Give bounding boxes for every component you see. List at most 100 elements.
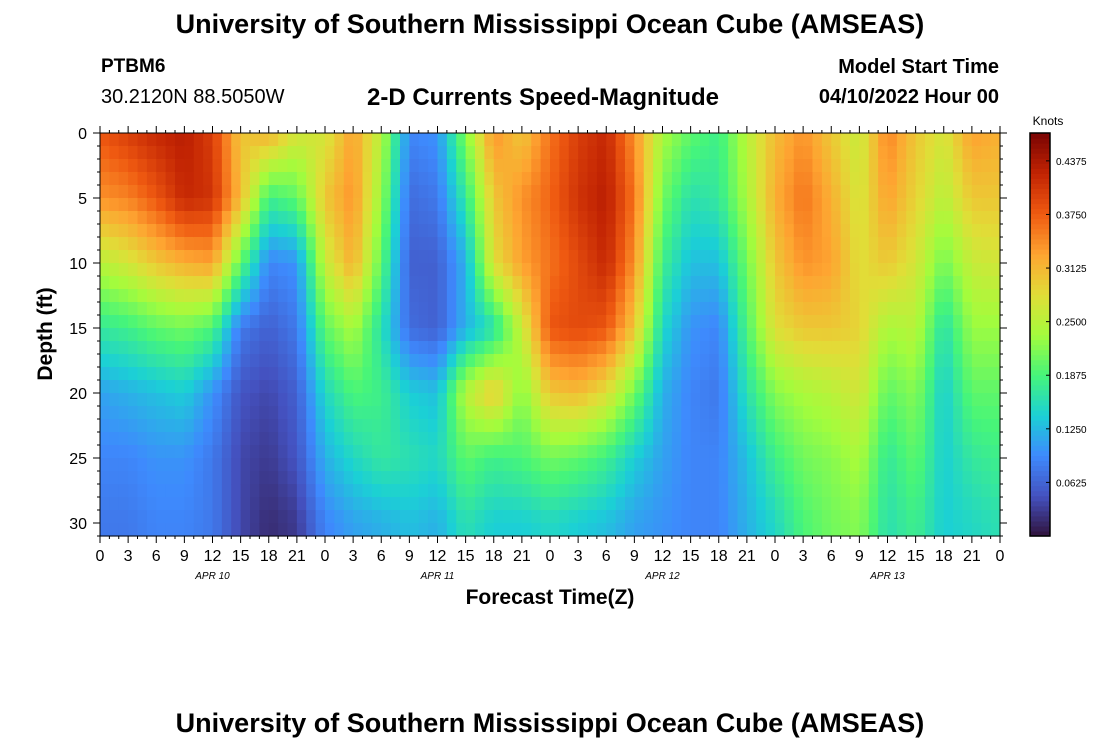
heatmap-cell <box>512 172 523 186</box>
colorbar-segment <box>1030 133 1050 139</box>
heatmap-cell <box>859 393 870 407</box>
colorbar-segment <box>1030 294 1050 300</box>
heatmap-cell <box>512 523 523 537</box>
heatmap-cell <box>512 159 523 173</box>
colorbar-segment <box>1030 274 1050 280</box>
heatmap-cell <box>146 367 157 381</box>
heatmap-cell <box>259 315 270 329</box>
heatmap-cell <box>212 367 223 381</box>
heatmap-cell <box>756 367 767 381</box>
heatmap-cell <box>287 380 298 394</box>
heatmap-cell <box>746 393 757 407</box>
heatmap-cell <box>690 406 701 420</box>
heatmap-cell <box>428 146 439 160</box>
heatmap-cell <box>250 315 260 329</box>
heatmap-cell <box>568 341 579 355</box>
heatmap-cell <box>587 224 598 238</box>
heatmap-cell <box>437 224 448 238</box>
heatmap-cell <box>371 146 382 160</box>
heatmap-cell <box>887 406 898 420</box>
heatmap-cell <box>831 367 842 381</box>
heatmap-cell <box>615 380 626 394</box>
heatmap-cell <box>915 250 926 264</box>
heatmap-cell <box>268 419 279 433</box>
heatmap-cell <box>409 497 420 511</box>
heatmap-cell <box>615 211 626 225</box>
heatmap-cell <box>746 133 757 147</box>
heatmap-cell <box>353 406 364 420</box>
heatmap-cell <box>203 289 214 303</box>
heatmap-cell <box>381 133 392 147</box>
heatmap-cell <box>465 484 476 498</box>
heatmap-cell <box>381 211 392 225</box>
heatmap-cell <box>690 133 701 147</box>
heatmap-cell <box>662 445 673 459</box>
heatmap-cell <box>831 250 842 264</box>
heatmap-cell <box>296 159 307 173</box>
heatmap-cell <box>784 315 795 329</box>
heatmap-cell <box>700 146 710 160</box>
model-start-value: 04/10/2022 Hour 00 <box>818 86 999 108</box>
heatmap-cell <box>100 133 110 147</box>
heatmap-cell <box>390 458 401 472</box>
heatmap-cell <box>400 432 410 446</box>
heatmap-cell <box>446 237 457 251</box>
colorbar-segment <box>1030 435 1050 441</box>
heatmap-cell <box>193 367 204 381</box>
heatmap-cell <box>878 367 889 381</box>
heatmap-cell <box>962 250 973 264</box>
heatmap-cell <box>175 445 185 459</box>
heatmap-cell <box>812 198 823 212</box>
heatmap-cell <box>109 367 120 381</box>
heatmap-cell <box>568 497 579 511</box>
heatmap-cell <box>568 146 579 160</box>
heatmap-cell <box>803 224 814 238</box>
heatmap-cell <box>165 341 176 355</box>
heatmap-cell <box>850 510 860 524</box>
heatmap-cell <box>400 497 410 511</box>
heatmap-cell <box>756 276 767 290</box>
heatmap-cell <box>212 328 223 342</box>
heatmap-cell <box>184 484 195 498</box>
colorbar-segment <box>1030 173 1050 179</box>
heatmap-cell <box>859 250 870 264</box>
colorbar-segment <box>1030 168 1050 174</box>
heatmap-cell <box>193 380 204 394</box>
heatmap-cell <box>371 224 382 238</box>
heatmap-cell <box>859 406 870 420</box>
heatmap-cell <box>475 419 485 433</box>
heatmap-cell <box>775 484 785 498</box>
heatmap-cell <box>475 315 485 329</box>
heatmap-cell <box>812 328 823 342</box>
heatmap-cell <box>943 445 954 459</box>
heatmap-cell <box>746 523 757 537</box>
heatmap-cell <box>868 328 879 342</box>
heatmap-cell <box>981 393 992 407</box>
heatmap-cell <box>681 172 692 186</box>
heatmap-cell <box>868 432 879 446</box>
heatmap-cell <box>306 146 317 160</box>
heatmap-cell <box>278 523 289 537</box>
colorbar: Knots0.43750.37500.31250.25000.18750.125… <box>1029 114 1087 537</box>
colorbar-segment <box>1030 455 1050 462</box>
heatmap-cell <box>315 211 326 225</box>
heatmap-cell <box>446 315 457 329</box>
heatmap-cell <box>934 276 945 290</box>
heatmap-cell <box>231 185 242 199</box>
heatmap-cell <box>962 315 973 329</box>
heatmap-cell <box>906 341 917 355</box>
heatmap-cell <box>325 523 335 537</box>
heatmap-cell <box>193 185 204 199</box>
heatmap-cell <box>109 419 120 433</box>
heatmap-cell <box>878 289 889 303</box>
heatmap-cell <box>803 133 814 147</box>
heatmap-cell <box>746 419 757 433</box>
heatmap-cell <box>953 289 964 303</box>
heatmap-cell <box>428 354 439 368</box>
heatmap-cell <box>512 315 523 329</box>
heatmap-cell <box>100 380 110 394</box>
heatmap-cell <box>671 510 682 524</box>
heatmap-cell <box>559 458 570 472</box>
heatmap-cell <box>100 354 110 368</box>
heatmap-cell <box>137 185 148 199</box>
